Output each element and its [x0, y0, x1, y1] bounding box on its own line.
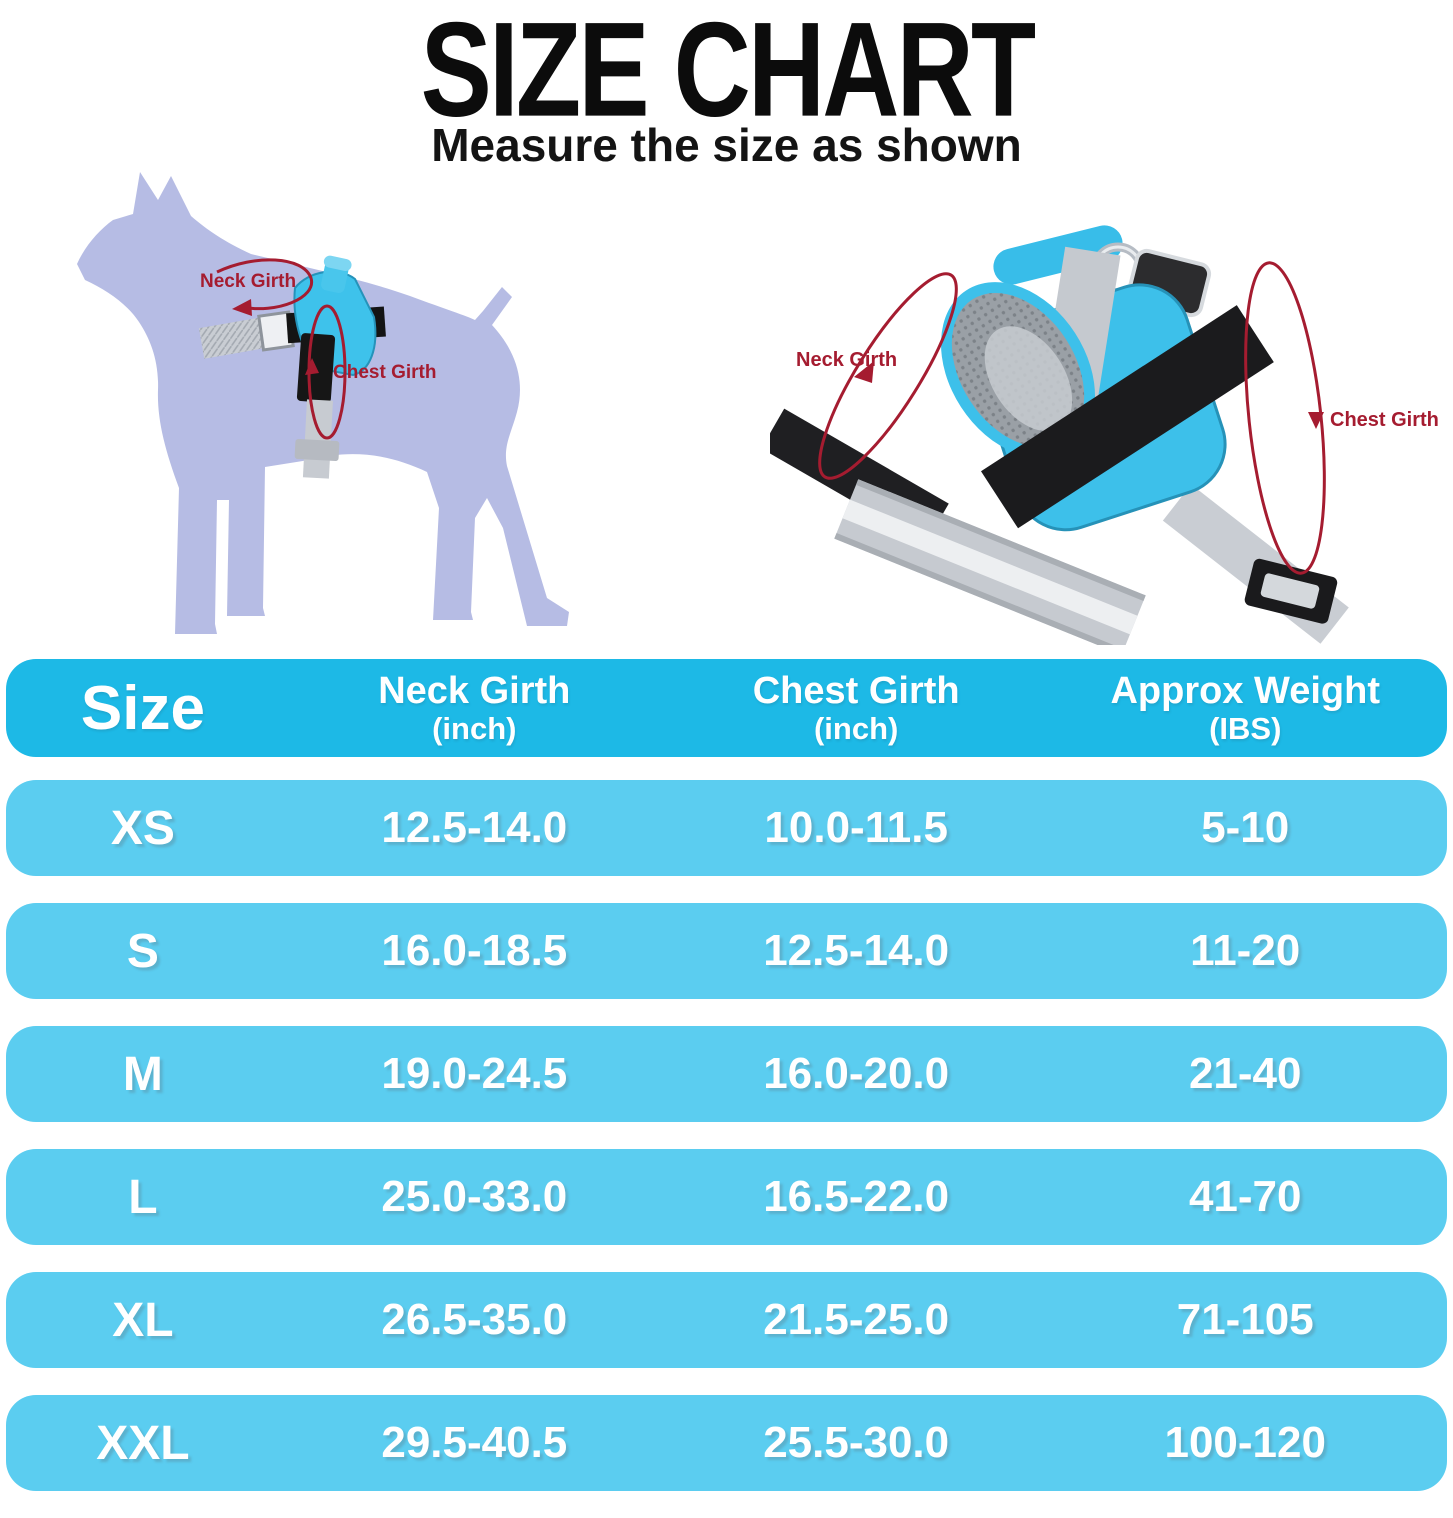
chest-girth-value: 12.5-14.0 — [763, 926, 950, 975]
col-header-chest-girth-unit: (inch) — [813, 710, 899, 746]
dog-measure-annotations — [216, 258, 347, 440]
weight-value: 11-20 — [1190, 926, 1301, 975]
photo-neck-girth-label: Neck Girth — [796, 349, 897, 371]
photo-chest-girth-arrow-icon — [1308, 412, 1324, 429]
harness-strap-slider — [294, 439, 340, 461]
neck-girth-value: 26.5-35.0 — [381, 1295, 568, 1344]
chest-girth-value: 16.0-20.0 — [763, 1049, 950, 1098]
table-row-l: L 25.0-33.0 16.5-22.0 41-70 — [6, 1149, 1447, 1245]
neck-girth-value: 12.5-14.0 — [381, 803, 568, 852]
chest-girth-value: 25.5-30.0 — [763, 1418, 950, 1467]
neck-girth-value: 16.0-18.5 — [381, 926, 568, 975]
photo-reflective-strap — [834, 479, 1146, 645]
title-text: SIZE CHART — [420, 0, 1035, 145]
dog-measure-illustration: Neck Girth Chest Girth — [77, 172, 569, 634]
table-row-xs: XS 12.5-14.0 10.0-11.5 5-10 — [6, 780, 1447, 876]
col-header-neck-girth-unit: (inch) — [432, 710, 517, 746]
photo-velcro-band — [981, 305, 1274, 529]
harness-product-photo: Neck Girth Chest Girth — [770, 225, 1439, 645]
size-value: XL — [112, 1293, 174, 1347]
col-header-weight-label: Approx Weight — [1110, 669, 1380, 712]
col-header-chest-girth-label: Chest Girth — [752, 669, 960, 712]
page-title: SIZE CHART — [0, 2, 1453, 137]
neck-girth-value: 29.5-40.5 — [381, 1418, 568, 1467]
col-header-neck-girth: Neck Girth (inch) — [378, 669, 571, 746]
size-table: Size Neck Girth (inch) Chest Girth (inch… — [6, 659, 1447, 1518]
neck-girth-arrow-icon — [232, 299, 252, 316]
size-value: L — [128, 1170, 158, 1224]
col-header-neck-girth-label: Neck Girth — [378, 669, 571, 712]
photo-measure-annotations — [818, 261, 1326, 575]
chest-girth-value: 16.5-22.0 — [763, 1172, 950, 1221]
col-header-size: Size — [80, 673, 205, 743]
chest-girth-value: 10.0-11.5 — [764, 803, 948, 852]
weight-value: 71-105 — [1176, 1295, 1314, 1344]
weight-value: 21-40 — [1188, 1049, 1302, 1098]
photo-chest-girth-label: Chest Girth — [1330, 409, 1439, 431]
weight-value: 100-120 — [1164, 1418, 1326, 1467]
weight-value: 5-10 — [1201, 803, 1290, 852]
harness-handle-tab — [321, 255, 352, 294]
page-subtitle: Measure the size as shown — [431, 119, 1022, 171]
dog-harness — [198, 255, 386, 479]
photo-neck-girth-arrow-icon — [854, 361, 874, 383]
photo-mesh-pad — [940, 282, 1096, 458]
dog-chest-girth-label: Chest Girth — [333, 362, 436, 383]
size-value: XXL — [96, 1416, 190, 1470]
photo-neck-girth-ellipse — [818, 272, 958, 480]
col-header-chest-girth: Chest Girth (inch) — [752, 669, 960, 746]
chest-girth-value: 21.5-25.0 — [763, 1295, 950, 1344]
table-row-m: M 19.0-24.5 16.0-20.0 21-40 — [6, 1026, 1447, 1122]
neck-girth-value: 19.0-24.5 — [381, 1049, 568, 1098]
chest-girth-arrow-icon — [305, 358, 319, 375]
dog-neck-girth-label: Neck Girth — [200, 271, 296, 292]
col-header-weight: Approx Weight (IBS) — [1110, 669, 1380, 746]
size-value: S — [126, 924, 159, 978]
photo-handle — [993, 225, 1123, 285]
weight-value: 41-70 — [1188, 1172, 1302, 1221]
table-row-xxl: XXL 29.5-40.5 25.5-30.0 100-120 — [6, 1395, 1447, 1491]
size-value: XS — [110, 801, 175, 855]
neck-girth-value: 25.0-33.0 — [381, 1172, 568, 1221]
neck-girth-arc — [216, 258, 314, 311]
table-row-xl: XL 26.5-35.0 21.5-25.0 71-105 — [6, 1272, 1447, 1368]
table-header-row: Size Neck Girth (inch) Chest Girth (inch… — [6, 659, 1447, 757]
photo-buckle — [1244, 558, 1338, 624]
size-value: M — [122, 1047, 163, 1101]
col-header-weight-unit: (IBS) — [1209, 710, 1282, 746]
table-row-s: S 16.0-18.5 12.5-14.0 11-20 — [6, 903, 1447, 999]
